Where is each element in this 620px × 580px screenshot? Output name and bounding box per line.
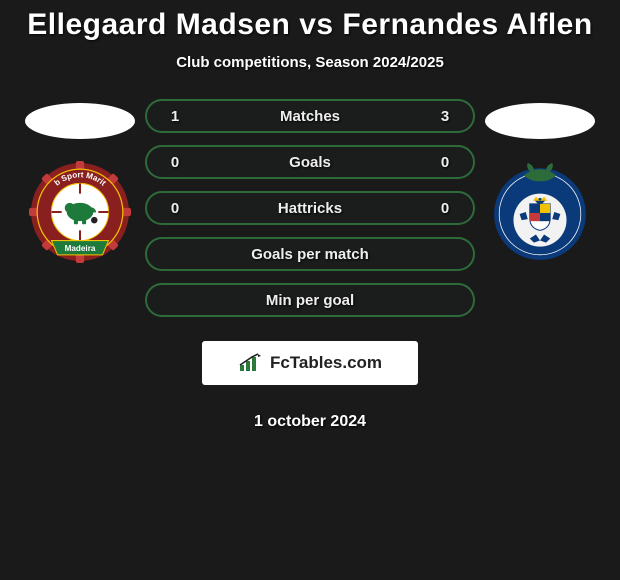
stat-label: Goals [185, 154, 435, 171]
stat-right: 0 [435, 200, 455, 217]
stat-right: 3 [435, 108, 455, 125]
brand-box[interactable]: FcTables.com [202, 341, 418, 385]
stat-row-goals: 0 Goals 0 [145, 145, 475, 179]
stat-row-hattricks: 0 Hattricks 0 [145, 191, 475, 225]
player-left-placeholder [25, 103, 135, 139]
stat-left: 1 [165, 108, 185, 125]
stat-label: Matches [185, 108, 435, 125]
stat-left: 0 [165, 200, 185, 217]
brand-text: FcTables.com [270, 353, 382, 373]
stat-label: Hattricks [185, 200, 435, 217]
stat-row-gpm: Goals per match [145, 237, 475, 271]
club-badge-left: b Sport Marit [29, 161, 131, 263]
content-area: b Sport Marit [0, 99, 620, 431]
stat-label: Goals per match [185, 246, 435, 263]
brand-chart-icon [238, 353, 264, 373]
stat-label: Min per goal [185, 292, 435, 309]
stats-column: 1 Matches 3 0 Goals 0 0 Hattricks 0 Goal… [140, 99, 480, 431]
player-right-placeholder [485, 103, 595, 139]
stat-row-mpg: Min per goal [145, 283, 475, 317]
subtitle: Club competitions, Season 2024/2025 [0, 54, 620, 71]
player-left: b Sport Marit [20, 99, 140, 139]
badge-left-bottom-text: Madeira [65, 244, 96, 253]
page-title: Ellegaard Madsen vs Fernandes Alflen [0, 0, 620, 42]
stat-row-matches: 1 Matches 3 [145, 99, 475, 133]
club-badge-right [489, 161, 591, 263]
stat-left: 0 [165, 154, 185, 171]
stat-right: 0 [435, 154, 455, 171]
player-right [480, 99, 600, 139]
date-text: 1 october 2024 [254, 413, 366, 431]
